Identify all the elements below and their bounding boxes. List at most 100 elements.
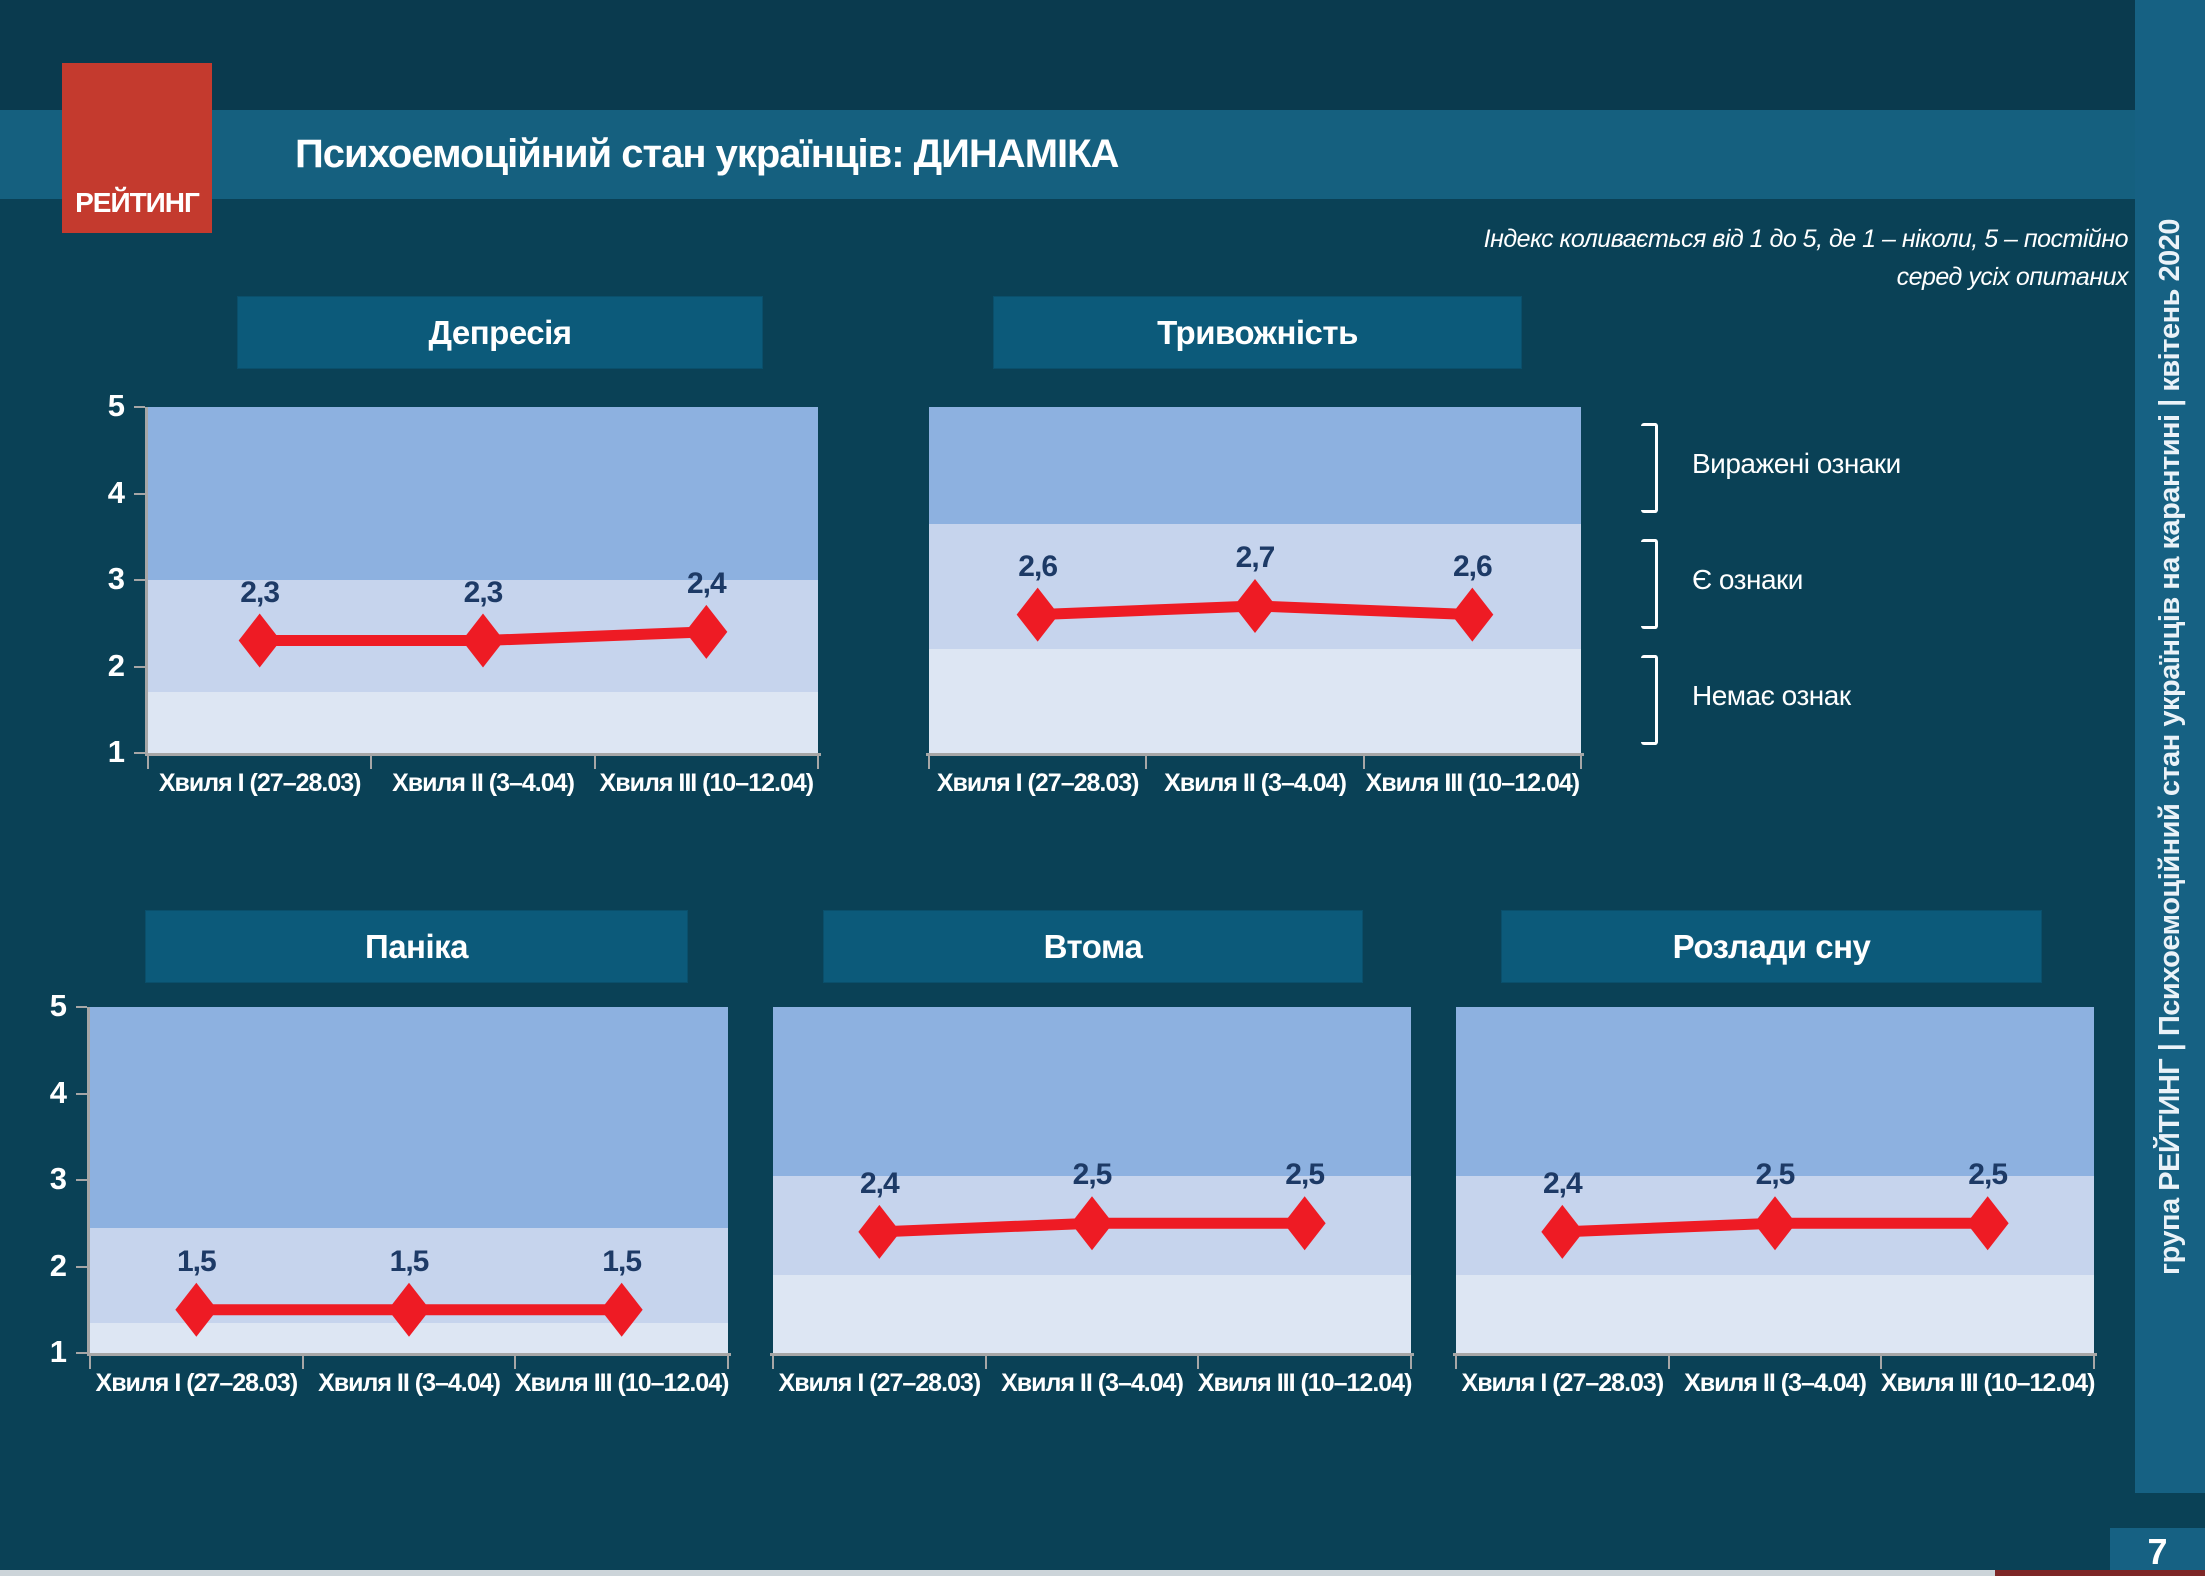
y-axis-label: 2	[49, 1247, 67, 1283]
chart-title-anxiety-label: Тривожність	[1157, 313, 1358, 351]
data-point-label: 2,6	[1452, 549, 1493, 583]
line-chart-depression: 5 4 3 2 1 2,3 Хвиля I (27–28.03) 2,3 Хвиля II (3…	[108, 388, 821, 797]
index-note-line1: Індекс коливається від 1 до 5, де 1 – ні…	[1483, 225, 2129, 253]
x-axis-tick	[593, 756, 596, 769]
chart-title-depression: Депресія	[237, 296, 763, 369]
x-axis-tick	[301, 1356, 304, 1369]
x-axis-tick	[147, 756, 149, 769]
chart-title-depression-label: Депресія	[428, 313, 572, 351]
legend-bracket-icon	[1641, 539, 1658, 629]
x-axis-tick	[1197, 1356, 1200, 1369]
data-point-diamond-icon	[858, 1204, 901, 1259]
chart-title-panic-label: Паніка	[364, 927, 469, 965]
data-point-label: 2,3	[463, 575, 504, 609]
x-category-label: Хвиля I (27–28.03)	[158, 769, 362, 797]
chart-title-sleep: Розлади сну	[1501, 910, 2042, 983]
line-chart-sleep: 2,4 Хвиля I (27–28.03) 2,5 Хвиля II (3–4.04…	[1453, 1007, 2097, 1397]
x-axis-tick	[1455, 1356, 1457, 1369]
x-axis-tick	[1580, 756, 1582, 769]
page-number-box: 7	[2110, 1528, 2205, 1576]
y-axis-line	[145, 407, 148, 756]
y-axis-label: 4	[49, 1074, 67, 1110]
x-category-label: Хвиля I (27–28.03)	[95, 1369, 299, 1397]
data-point-label: 2,4	[1542, 1166, 1583, 1200]
x-category-label: Хвиля III (10–12.04)	[599, 769, 815, 797]
legend-label-present: Є ознаки	[1692, 564, 1803, 595]
x-category-label: Хвиля I (27–28.03)	[1461, 1369, 1665, 1397]
x-category-label: Хвиля III (10–12.04)	[1365, 769, 1581, 797]
data-point-diamond-icon	[685, 604, 728, 659]
x-axis-tick	[2093, 1356, 2095, 1369]
x-axis-tick	[984, 1356, 987, 1369]
x-category-label: Хвиля II (3–4.04)	[392, 769, 575, 797]
x-axis-line	[87, 1353, 731, 1356]
x-axis-tick	[727, 1356, 729, 1369]
zone-expressed	[773, 1007, 1411, 1176]
x-axis-tick	[514, 1356, 517, 1369]
chart-title-panic: Паніка	[145, 910, 688, 983]
data-point-diamond-icon	[1016, 587, 1059, 642]
line-chart-fatigue: 2,4 Хвиля I (27–28.03) 2,5 Хвиля II (3–4.04…	[770, 1007, 1414, 1397]
y-axis-label: 3	[107, 561, 125, 596]
x-axis-tick	[772, 1356, 774, 1369]
data-point-diamond-icon	[600, 1282, 643, 1337]
x-category-label: Хвиля II (3–4.04)	[1164, 769, 1347, 797]
x-category-label: Хвиля I (27–28.03)	[936, 769, 1140, 797]
data-line-layer	[858, 1196, 1326, 1259]
sidebar: група РЕЙТИНГ | Психоемоційний стан укра…	[2135, 0, 2205, 1493]
zone-none	[148, 692, 818, 753]
data-point-label: 2,4	[686, 566, 727, 600]
data-point-diamond-icon	[1234, 578, 1276, 633]
x-axis-tick	[928, 756, 930, 769]
legend-bracket-icon	[1641, 423, 1658, 513]
x-axis-line	[145, 753, 821, 756]
rating-logo-text: РЕЙТИНГ	[75, 187, 200, 218]
y-axis-tick	[76, 1092, 87, 1095]
zone-expressed	[148, 407, 818, 580]
data-line-layer	[175, 1282, 643, 1337]
rating-logo: РЕЙТИНГ	[62, 63, 212, 233]
data-point-label: 2,5	[1285, 1158, 1325, 1192]
index-note: Індекс коливається від 1 до 5, де 1 – ні…	[1483, 220, 2129, 296]
data-point-label: 2,3	[240, 575, 280, 609]
data-point-label: 1,5	[176, 1244, 217, 1278]
data-point-diamond-icon	[1541, 1204, 1584, 1259]
chart-title-anxiety: Тривожність	[993, 296, 1522, 369]
chart-title-sleep-label: Розлади сну	[1672, 927, 1871, 965]
y-axis-label: 5	[49, 988, 67, 1023]
zone-none	[773, 1275, 1411, 1353]
zone-expressed	[929, 407, 1581, 524]
y-axis-label: 4	[107, 474, 125, 510]
legend-label-none: Немає ознак	[1692, 680, 1851, 711]
x-category-label: Хвиля III (10–12.04)	[1197, 1369, 1413, 1397]
footer-line	[0, 1570, 2205, 1576]
data-point-diamond-icon	[388, 1282, 430, 1337]
line-chart-anxiety: 2,6 Хвиля I (27–28.03) 2,7 Хвиля II (3–4.04…	[926, 407, 1584, 797]
zone-none	[929, 649, 1581, 753]
data-point-label: 2,7	[1235, 540, 1276, 574]
y-axis-label: 1	[49, 1334, 67, 1369]
x-category-label: Хвиля III (10–12.04)	[1880, 1369, 2096, 1397]
x-axis-tick	[1667, 1356, 1670, 1369]
data-point-diamond-icon	[1451, 587, 1494, 642]
x-category-label: Хвиля II (3–4.04)	[1684, 1369, 1867, 1397]
x-axis-line	[926, 753, 1584, 756]
data-point-label: 2,4	[859, 1166, 900, 1200]
x-axis-tick	[1145, 756, 1148, 769]
y-axis-label: 3	[49, 1161, 67, 1196]
data-point-label: 2,6	[1018, 549, 1058, 583]
data-point-label: 2,5	[1755, 1158, 1796, 1192]
legend-bracket-icon	[1641, 655, 1658, 745]
zone-expressed	[90, 1007, 728, 1228]
data-point-diamond-icon	[1071, 1196, 1113, 1251]
y-axis-label: 5	[107, 388, 125, 423]
sidebar-vertical-text: група РЕЙТИНГ | Психоемоційний стан укра…	[2153, 218, 2186, 1275]
zone-expressed	[1456, 1007, 2094, 1176]
page-number: 7	[2147, 1531, 2168, 1572]
data-point-diamond-icon	[1966, 1196, 2009, 1251]
x-axis-line	[770, 1353, 1414, 1356]
y-axis-line	[87, 1007, 90, 1356]
y-axis-tick	[76, 1352, 87, 1354]
y-axis-tick	[76, 1006, 87, 1008]
x-axis-tick	[89, 1356, 91, 1369]
